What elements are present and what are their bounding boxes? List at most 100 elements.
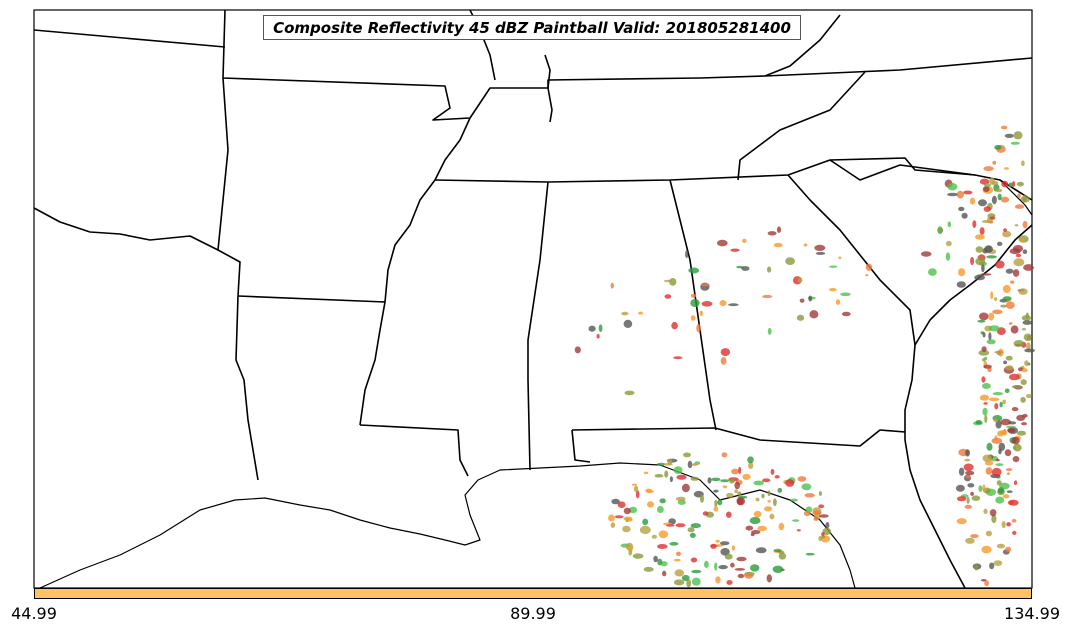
paintball-blob (808, 295, 813, 302)
red-river (33, 207, 219, 251)
paintball-blob (997, 487, 1005, 494)
paintball-blob (755, 547, 767, 554)
boundary-ga-sc (787, 174, 916, 346)
paintball-blob (1012, 530, 1017, 535)
paintball-blob (1022, 320, 1033, 325)
paintball-blob (773, 242, 783, 248)
paintball-blob (1017, 430, 1026, 436)
paintball-blob (776, 226, 782, 233)
paintball-blob (813, 517, 819, 521)
paintball-blob (785, 479, 795, 487)
paintball-blob (1013, 131, 1023, 140)
paintball-blob (736, 497, 746, 506)
paintball-blob (1011, 518, 1017, 523)
paintball-blob (796, 314, 805, 321)
paintball-blob (737, 491, 742, 496)
paintball-blob (980, 273, 992, 276)
paintball-blob (673, 356, 683, 360)
state-boundaries (33, 9, 1033, 589)
paintball-blob (726, 511, 732, 518)
paintball-blob (1009, 248, 1021, 255)
paintball-blob (999, 401, 1003, 408)
paintball-blob (1002, 494, 1010, 499)
paintball-blob (819, 514, 829, 518)
paintball-blob (1020, 237, 1025, 243)
colorbar (34, 588, 1032, 599)
paintball-blob (995, 420, 1002, 429)
paintball-blob (681, 483, 690, 493)
paintball-blob (643, 471, 649, 475)
paintball-blob (742, 473, 751, 480)
paintball-blob (964, 504, 972, 509)
paintball-blob (657, 544, 668, 549)
paintball-blob (720, 479, 730, 483)
colorbar-tick-mid: 89.99 (510, 604, 556, 623)
paintball-blob (963, 463, 974, 472)
paintball-blob (690, 299, 700, 307)
paintball-blob (659, 498, 666, 504)
paintball-blob (769, 513, 775, 520)
paintball-blob (628, 545, 633, 554)
paintball-blob (1005, 365, 1014, 371)
paintball-blob (1000, 418, 1011, 426)
paintball-blob (676, 474, 687, 480)
boundary-ar-la (237, 295, 386, 303)
paintball-blob (822, 527, 832, 536)
paintball-blob (997, 430, 1004, 437)
paintball-blob (821, 536, 826, 539)
paintball-blob (665, 524, 675, 527)
boundary-al-fl-west (571, 429, 591, 463)
paintball-blob (710, 543, 717, 549)
paintball-blob (1022, 249, 1028, 254)
paintball-blob (690, 557, 698, 563)
paintball-blob (970, 491, 974, 496)
paintball-blob (1004, 133, 1014, 138)
paintball-blob (714, 499, 718, 508)
paintball-blob (994, 403, 999, 410)
paintball-blob (748, 461, 754, 469)
paintball-blob (988, 312, 995, 321)
paintball-blob (1005, 355, 1013, 361)
paintball-blob (1015, 253, 1022, 258)
paintball-blob (805, 552, 815, 556)
paintball-blob (975, 257, 986, 266)
paintball-blob (1013, 258, 1025, 267)
paintball-blob (699, 310, 703, 316)
boundary-va-north (764, 14, 841, 77)
paintball-blob (598, 324, 603, 333)
paintball-blob (690, 523, 701, 529)
paintball-blob (984, 183, 991, 187)
paintball-blob (1000, 304, 1008, 308)
paintball-blob (829, 288, 837, 292)
paintball-blob (995, 458, 1000, 462)
paintball-blob (632, 553, 644, 559)
paintball-blob (657, 462, 666, 466)
paintball-blob (773, 549, 782, 552)
paintball-blob (1006, 425, 1016, 429)
paintball-blob (947, 183, 958, 191)
paintball-blob (669, 476, 674, 483)
paintball-blob (965, 474, 971, 479)
paintball-blob (690, 293, 697, 298)
paintball-blob (838, 256, 842, 260)
paintball-blob (994, 350, 1004, 354)
paintball-blob (818, 491, 823, 496)
paintball-blob (653, 555, 658, 563)
paintball-blob (981, 383, 991, 389)
paintball-blob (638, 311, 643, 315)
coastline-path (39, 462, 856, 589)
paintball-blob (715, 576, 721, 584)
paintball-blob (920, 251, 932, 257)
paintball-blob (989, 216, 996, 220)
paintball-blob (982, 332, 986, 338)
boundary-ms-al (527, 181, 549, 471)
paintball-blob (945, 252, 951, 261)
paintball-blob (686, 579, 692, 588)
paintball-blob (1022, 413, 1028, 418)
paintball-blob (965, 449, 970, 457)
paintball-blob (984, 415, 988, 423)
paintball-blob (982, 454, 992, 462)
paintball-blob (741, 266, 750, 271)
paintball-blob (963, 190, 973, 195)
paintball-blob (989, 509, 997, 517)
